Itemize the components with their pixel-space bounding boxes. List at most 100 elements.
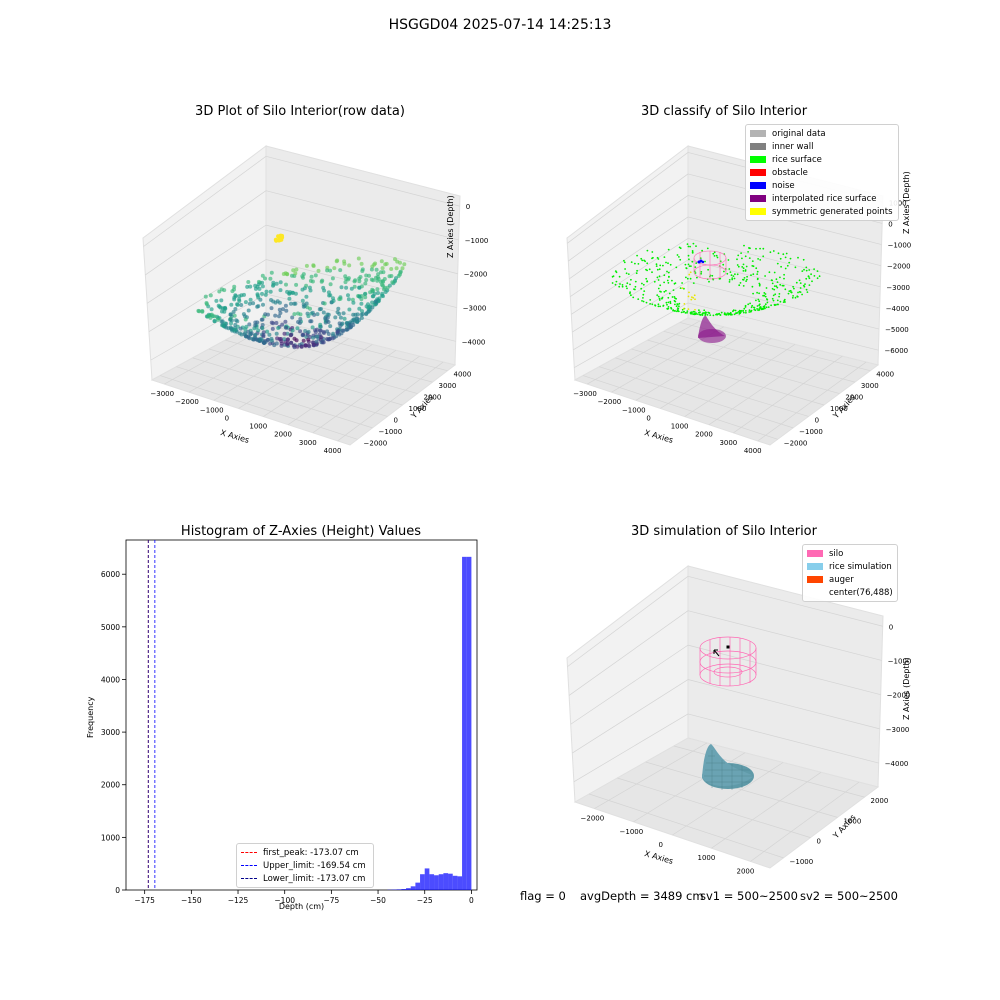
simulation-legend-label: silo [829,548,844,559]
classify-rice-point [684,263,687,266]
classify-rice-point [729,271,732,273]
classify-symmetric-point [688,291,690,294]
classify-rice-point [672,309,674,312]
classify-rice-point [794,266,797,269]
classify-rice-point [673,299,676,302]
raw-data-point [215,317,220,322]
classify-rice-point [678,256,680,258]
raw-data-point [276,238,281,243]
classify-rice-point [808,269,811,271]
raw-plot-grid-line [225,339,418,394]
classify-rice-point [655,265,658,267]
classify-rice-point [816,270,819,272]
histogram-y-tick-label: 0 [115,886,120,895]
histogram-legend-label: Upper_limit: -169.54 cm [263,860,366,871]
raw-data-point [364,311,369,316]
raw-plot-y-tick-label: −1000 [379,428,403,436]
histogram-bar [396,889,402,890]
classify-rice-point [738,284,741,287]
classify-rice-point [658,268,661,271]
classify-rice-point [651,251,654,253]
raw-plot-grid-line [265,190,459,241]
classify-rice-point [688,265,691,267]
classify-rice-point [675,266,678,269]
classify-rice-point [712,314,715,317]
simulation-plot-x-tick-label: 1000 [698,854,716,862]
classify-rice-point [724,313,727,316]
raw-data-point [289,301,293,306]
classify-rice-point [653,280,656,283]
classify-rice-point [739,311,742,313]
classify-legend-entry: obstacle [750,166,894,179]
classify-plot-grid-line [571,238,689,315]
raw-data-point [232,313,237,318]
classify-rice-point [671,279,673,282]
histogram-bar [401,889,407,890]
classify-rice-point [630,294,632,297]
simulation-plot-grid-line [672,762,784,836]
raw-data-point [296,311,300,316]
raw-data-point [332,266,337,271]
raw-data-point [308,288,313,293]
raw-data-point [357,279,362,284]
histogram-x-tick-label: 0 [469,896,474,905]
classify-rice-point [758,303,761,306]
classify-rice-point [691,260,694,263]
classify-rice-point [769,251,772,254]
classify-rice-point [781,284,784,287]
classify-rice-point [679,258,682,261]
histogram-bar [424,868,430,890]
raw-data-point [276,326,281,330]
classify-rice-point [775,278,778,281]
raw-data-point [261,302,265,307]
raw-data-point [278,280,283,285]
classify-rice-point [808,277,811,280]
classify-rice-point [776,286,779,289]
raw-data-point [360,309,364,314]
simulation-plot-grid-line [567,576,689,667]
simulation-plot-panes [566,564,884,869]
classify-plot-x-tick-label: −1000 [622,406,646,414]
raw-plot-x-tick-label: 3000 [299,439,317,447]
raw-data-point [229,302,234,307]
classify-rice-point [762,247,765,250]
simulation-auger-marker [713,645,730,657]
classify-rice-point [680,311,683,314]
raw-data-point [271,280,276,285]
classify-rice-point [695,262,698,264]
raw-data-point [344,285,349,290]
classify-rice-point [806,291,809,293]
classify-plot-y-tick-label: 2000 [845,394,863,402]
classify-plot-title: 3D classify of Silo Interior [640,104,808,119]
classify-rice-point [709,314,712,316]
histogram-x-tick-label: −75 [323,896,339,905]
classify-rice-point [665,301,668,304]
raw-data-point [323,316,328,321]
raw-data-point [345,324,350,329]
classify-rice-point [715,254,718,257]
raw-data-point [369,277,374,282]
classify-rice-point [731,313,733,316]
classify-rice-point [742,263,745,266]
classify-plot-grid-line [615,357,809,417]
raw-data-point [326,290,331,295]
classify-rice-point [641,300,643,302]
raw-data-point [357,306,362,311]
classify-rice-point [692,242,695,245]
classify-rice-point [784,256,787,259]
raw-data-point [321,285,326,290]
raw-data-point [370,305,375,310]
classify-rice-point [649,299,652,301]
raw-data-point [256,328,261,333]
raw-data-point [300,298,305,303]
simulation-plot-grid-line [568,610,689,696]
classify-legend-label: rice surface [772,154,822,165]
classify-rice-point [756,277,759,280]
classify-rice-point [615,280,618,283]
classify-rice-point [708,312,711,314]
raw-data-point [256,282,261,287]
raw-data-point [351,300,356,305]
classify-rice-point [673,310,676,312]
raw-data-point [242,292,246,297]
classify-rice-point [736,273,739,276]
